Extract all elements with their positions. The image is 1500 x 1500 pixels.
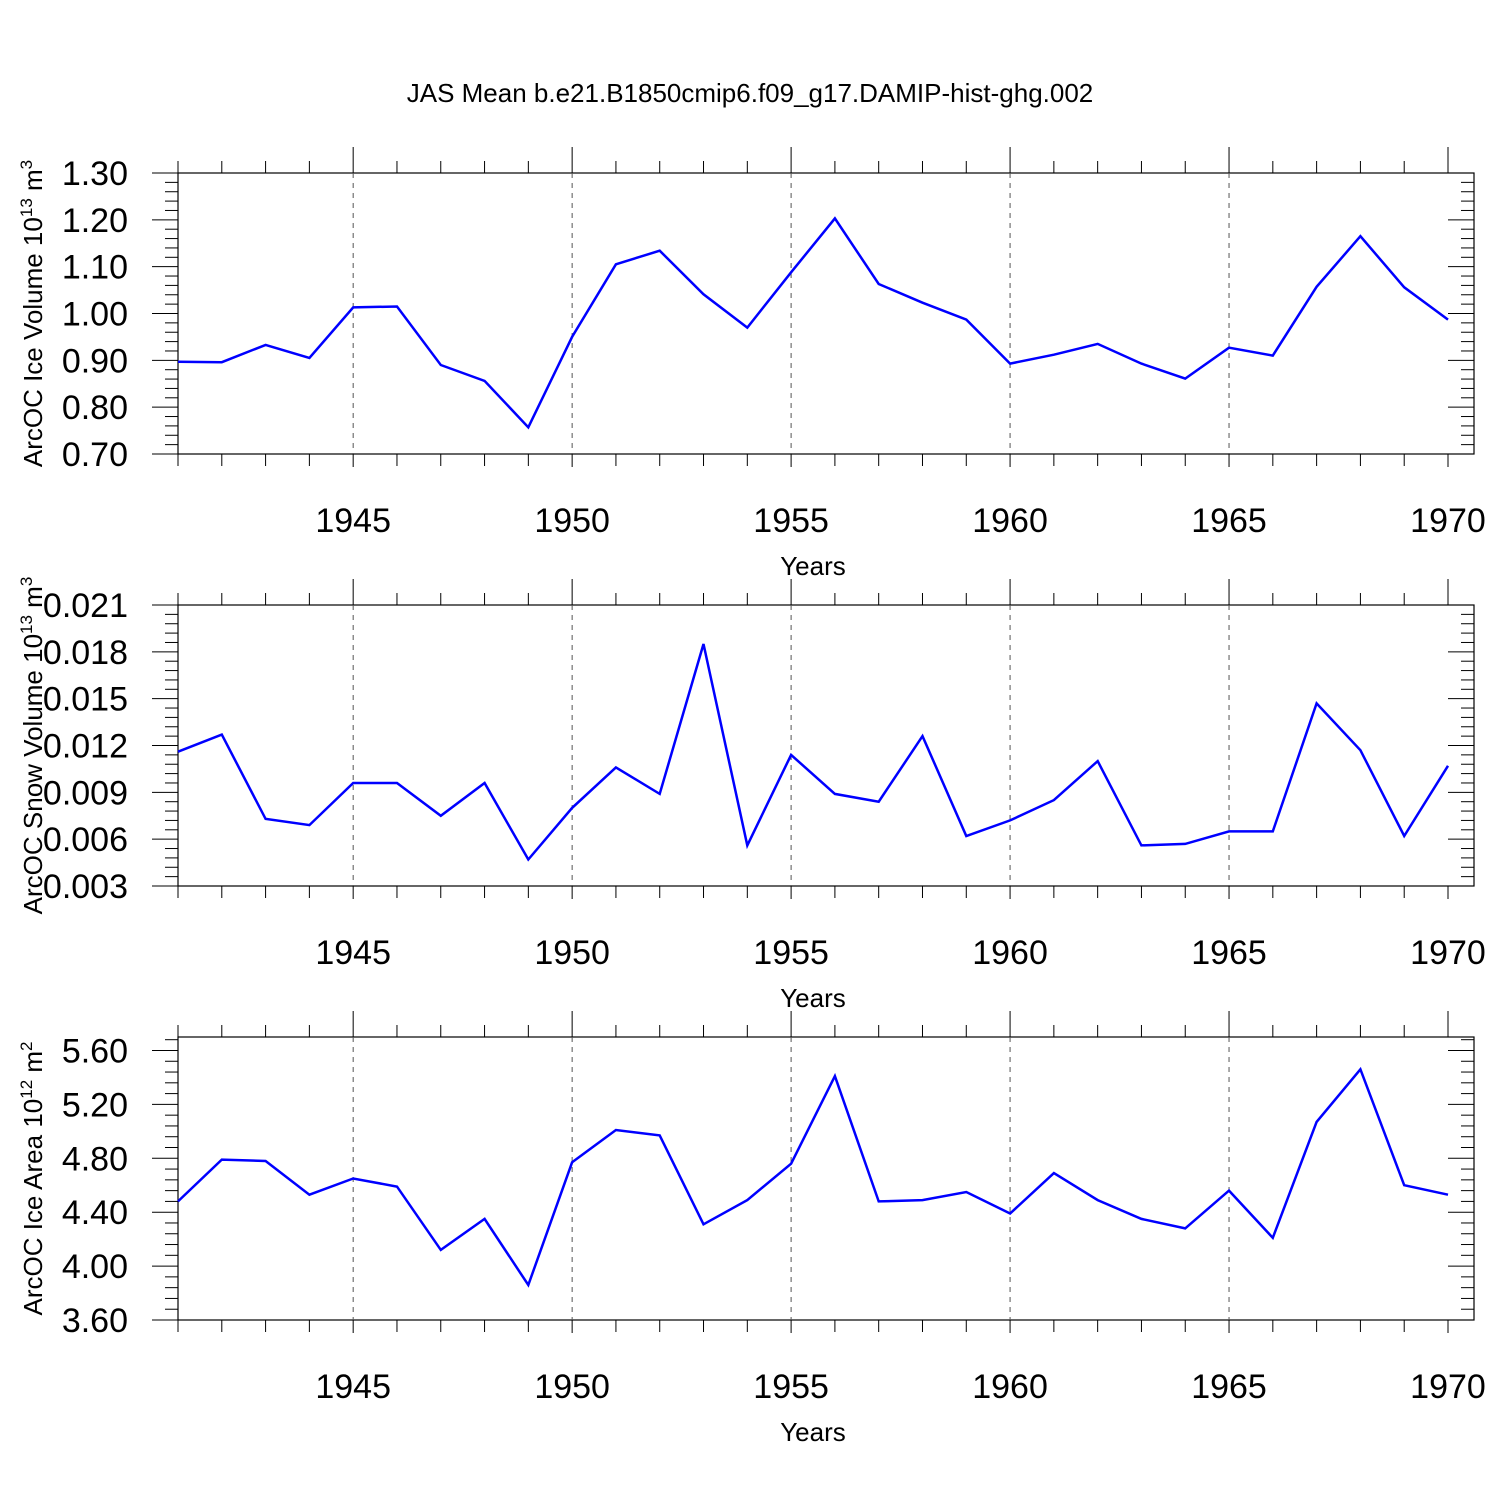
x-tick-label: 1970 [1410, 1368, 1486, 1406]
y-tick-label: 1.20 [62, 202, 128, 240]
x-tick-label: 1970 [1410, 934, 1486, 972]
x-tick-label: 1955 [753, 934, 829, 972]
y-tick-label: 4.80 [62, 1140, 128, 1178]
series-line [177, 1066, 1449, 1288]
y-tick-label: 0.90 [62, 342, 128, 380]
y-tick-label: 1.00 [62, 296, 128, 334]
y-tick-label: 5.60 [62, 1032, 128, 1070]
y-tick-label: 1.30 [62, 155, 128, 193]
x-tick-label: 1945 [315, 502, 391, 540]
series-line [177, 216, 1449, 430]
y-tick-label: 4.40 [62, 1194, 128, 1232]
x-tick-label: 1960 [972, 1368, 1048, 1406]
x-tick-label: 1945 [315, 1368, 391, 1406]
y-tick-label: 0.003 [43, 868, 128, 906]
series-line [177, 643, 1450, 862]
y-tick-label: 0.009 [43, 774, 128, 812]
y-tick-label: 5.20 [62, 1086, 128, 1124]
y-tick-label: 0.006 [43, 821, 128, 859]
y-tick-label: 0.021 [43, 587, 128, 625]
x-tick-label: 1960 [972, 934, 1048, 972]
x-axis-label: Years [780, 551, 846, 581]
x-tick-label: 1945 [315, 934, 391, 972]
plot-frame [177, 1036, 1475, 1321]
x-axis-label: Years [780, 983, 846, 1013]
x-tick-label: 1965 [1191, 502, 1267, 540]
chart-panel-1: 1945 1950 1955 1960 1965 1970 0.70 0.80 0.90 1.00… [17, 147, 1486, 581]
x-tick-label: 1950 [534, 502, 610, 540]
x-axis-label: Years [780, 1417, 846, 1447]
x-tick-label: 1950 [534, 1368, 610, 1406]
x-tick-label: 1960 [972, 502, 1048, 540]
x-tick-label: 1950 [534, 934, 610, 972]
x-tick-label: 1970 [1410, 502, 1486, 540]
y-tick-label: 0.80 [62, 389, 128, 427]
y-tick-label: 4.00 [62, 1248, 128, 1286]
chart-panel-3: 1945 1950 1955 1960 1965 1970 3.60 4.00 4.40 4.80… [17, 1011, 1486, 1447]
y-axis-label: ArcOC Ice Volume 1013 m3 [17, 160, 48, 467]
y-tick-label: 0.018 [43, 634, 128, 672]
y-tick-label: 1.10 [62, 249, 128, 287]
plot-frame [177, 604, 1475, 887]
y-tick-label: 0.70 [62, 436, 128, 474]
figure-title: JAS Mean b.e21.B1850cmip6.f09_g17.DAMIP-… [406, 78, 1094, 108]
y-axis-label: ArcOC Ice Area 1012 m2 [17, 1041, 48, 1315]
y-tick-label: 3.60 [62, 1302, 128, 1340]
x-tick-label: 1965 [1191, 934, 1267, 972]
y-tick-label: 0.012 [43, 728, 128, 766]
chart-panel-2: 1945 1950 1955 1960 1965 1970 0.003 0.006 0.009 0… [17, 577, 1486, 1013]
plot-frame [177, 172, 1475, 455]
x-tick-label: 1955 [753, 1368, 829, 1406]
y-tick-label: 0.015 [43, 681, 128, 719]
x-tick-label: 1955 [753, 502, 829, 540]
y-axis-label: ArcOC Snow Volume 1013 m3 [17, 577, 48, 915]
x-tick-label: 1965 [1191, 1368, 1267, 1406]
